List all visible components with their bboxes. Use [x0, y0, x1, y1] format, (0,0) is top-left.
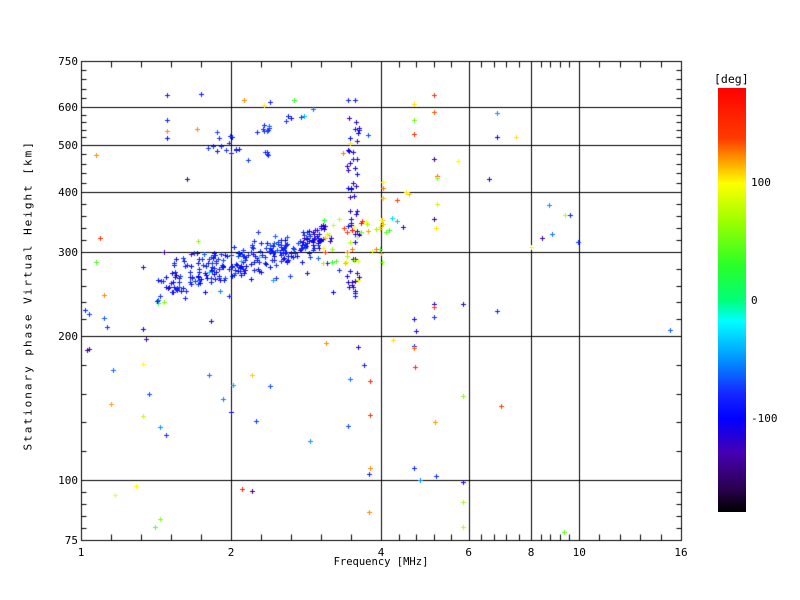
x-axis-title: Frequency [MHz] — [333, 556, 429, 568]
y-tick-label: 75 — [64, 534, 78, 547]
colorbar — [718, 88, 746, 512]
x-tick-label: 2 — [227, 546, 235, 559]
x-tick-label: 1 — [77, 546, 85, 559]
y-tick-label: 100 — [58, 474, 78, 488]
x-tick-label: 6 — [465, 546, 473, 559]
x-tick-label: 8 — [527, 546, 535, 559]
x-tick-label: 4 — [377, 546, 385, 559]
colorbar-tick-label: -100 — [751, 411, 778, 425]
y-tick-label: 200 — [58, 329, 78, 343]
colorbar-tick-label: 0 — [751, 294, 758, 307]
y-tick-label: 750 — [58, 55, 78, 68]
y-tick-label: 500 — [58, 139, 78, 153]
y-axis-title: Stationary phase Virtual Height [km] — [21, 140, 35, 451]
y-tick-label: 600 — [58, 101, 78, 115]
x-tick-label: 10 — [572, 546, 586, 559]
colorbar-tick-label: 100 — [751, 176, 771, 190]
colorbar-label: [deg] — [714, 72, 749, 86]
y-tick-label: 400 — [58, 185, 78, 199]
y-tick-label: 300 — [58, 245, 78, 259]
x-tick-label: 16 — [674, 546, 688, 559]
